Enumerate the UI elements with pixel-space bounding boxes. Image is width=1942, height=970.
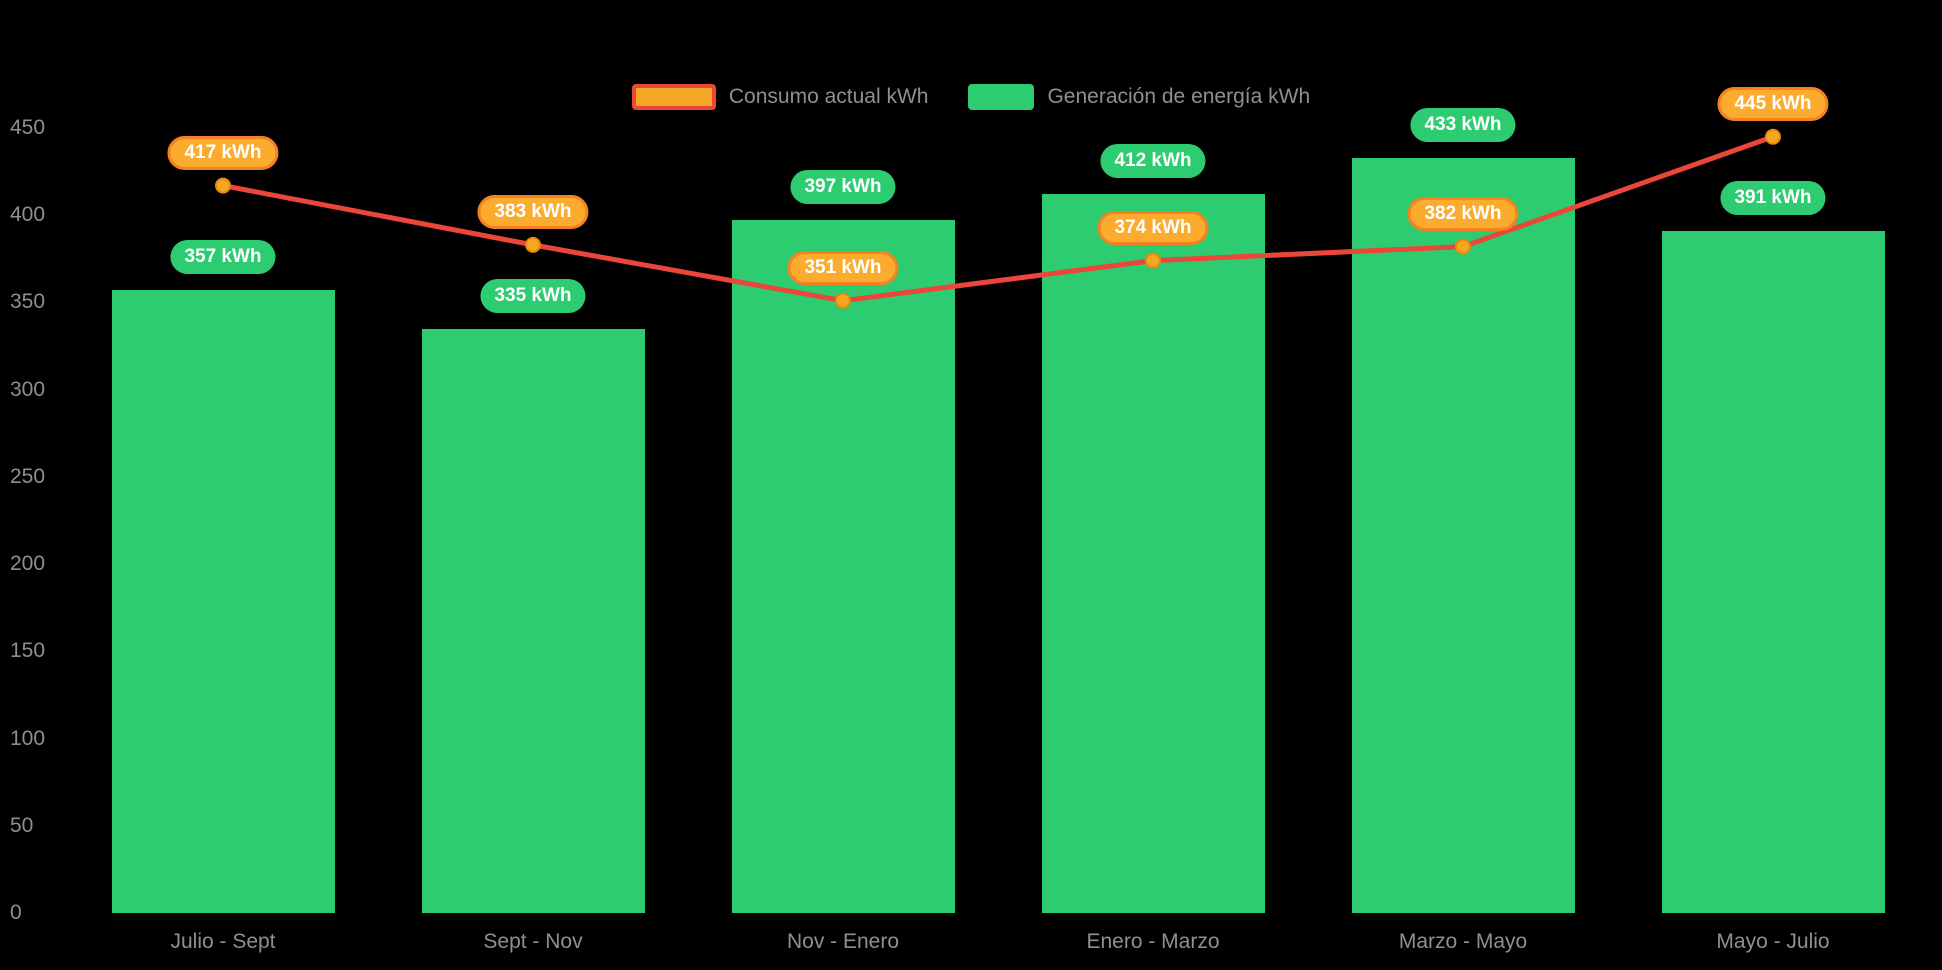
generation-bar[interactable] xyxy=(111,290,335,913)
x-axis-label: Julio - Sept xyxy=(170,930,276,953)
generation-bar[interactable] xyxy=(1661,230,1885,913)
consumption-point[interactable] xyxy=(1145,252,1161,269)
y-axis-tick-label: 300 xyxy=(10,377,46,401)
x-axis-label: Mayo - Julio xyxy=(1716,930,1830,953)
consumption-value-badge: 383 kWh xyxy=(477,194,589,229)
y-axis-tick-label: 50 xyxy=(10,813,34,837)
legend-item-generacion[interactable]: Generación de energía kWh xyxy=(968,84,1310,110)
generation-value-badge: 412 kWh xyxy=(1100,144,1206,179)
consumption-value-badge: 351 kWh xyxy=(787,250,899,285)
generation-bar[interactable] xyxy=(1041,194,1265,913)
x-axis-label: Sept - Nov xyxy=(483,930,583,953)
consumption-line xyxy=(220,134,1776,304)
legend-label-consumo: Consumo actual kWh xyxy=(728,85,929,108)
generation-bar[interactable] xyxy=(731,220,955,913)
consumption-value-badge: 445 kWh xyxy=(1717,86,1829,121)
y-axis-tick-label: 100 xyxy=(10,726,46,750)
y-axis-tick-label: 200 xyxy=(10,552,46,576)
generation-value-badge: 433 kWh xyxy=(1410,107,1516,142)
legend: Consumo actual kWh Generación de energía… xyxy=(0,84,1942,110)
x-axis-label: Nov - Enero xyxy=(786,930,900,953)
consumption-value-badge: 417 kWh xyxy=(167,135,279,170)
legend-item-consumo[interactable]: Consumo actual kWh xyxy=(631,84,929,110)
y-axis-tick-label: 250 xyxy=(10,464,46,488)
consumption-point[interactable] xyxy=(1455,238,1471,255)
generation-bar[interactable] xyxy=(1351,157,1575,913)
consumption-point[interactable] xyxy=(215,177,231,194)
y-axis-tick-label: 350 xyxy=(10,290,46,314)
legend-label-generacion: Generación de energía kWh xyxy=(1047,85,1311,108)
y-axis-tick-label: 450 xyxy=(10,116,46,139)
generation-value-badge: 397 kWh xyxy=(790,170,896,205)
consumption-value-badge: 382 kWh xyxy=(1407,196,1519,231)
y-axis-tick-label: 150 xyxy=(10,639,46,663)
x-axis-label: Enero - Marzo xyxy=(1086,930,1220,953)
x-axis-label: Marzo - Mayo xyxy=(1398,930,1528,953)
generacion-swatch-icon xyxy=(968,84,1035,110)
generation-value-badge: 335 kWh xyxy=(480,278,586,313)
consumption-point[interactable] xyxy=(525,236,541,253)
consumption-point[interactable] xyxy=(835,292,851,309)
consumption-point[interactable] xyxy=(1765,128,1781,145)
generation-value-badge: 391 kWh xyxy=(1720,180,1826,215)
y-axis-tick-label: 400 xyxy=(10,203,46,227)
generation-bar[interactable] xyxy=(421,328,645,913)
generation-value-badge: 357 kWh xyxy=(170,240,276,275)
consumo-swatch-icon xyxy=(631,84,716,110)
y-axis-tick-label: 0 xyxy=(10,901,22,924)
consumption-value-badge: 374 kWh xyxy=(1097,210,1209,245)
